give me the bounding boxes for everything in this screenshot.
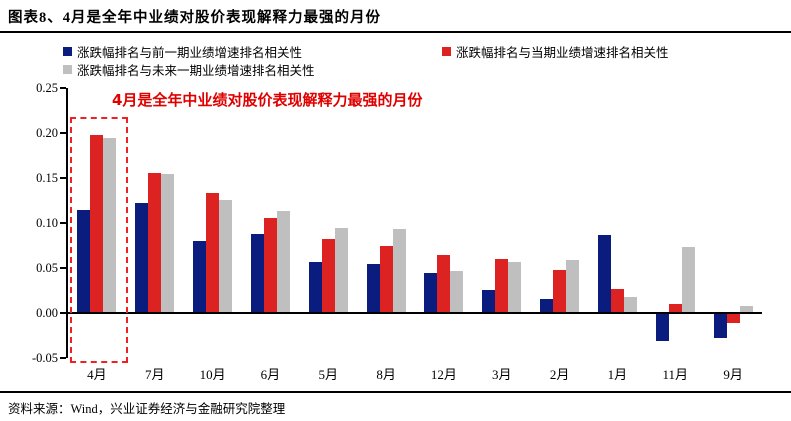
bar: [379, 246, 393, 313]
y-axis-tick-label: -0.05: [31, 351, 58, 365]
y-axis-tick: [60, 267, 66, 269]
y-axis-tick: [60, 357, 66, 359]
bar: [681, 247, 695, 313]
x-axis-label: 9月: [723, 367, 743, 382]
bar: [90, 134, 104, 313]
bar: [206, 193, 220, 313]
bar: [495, 259, 509, 313]
bar: [392, 229, 406, 313]
y-axis-tick-label: 0.25: [36, 81, 58, 95]
bar: [610, 288, 624, 313]
x-axis-label: 1月: [607, 367, 628, 382]
chart-annotation: 4月是全年中业绩对股价表现解释力最强的月份: [112, 91, 423, 109]
x-axis-label: 3月: [491, 367, 512, 382]
figure-title: 图表8、4月是全年中业绩对股价表现解释力最强的月份: [8, 10, 381, 26]
x-axis-label: 6月: [260, 367, 281, 382]
legend-item-future-period: 涨跌幅排名与未来一期业绩增速排名相关性: [63, 60, 315, 79]
x-axis-label: 8月: [376, 367, 396, 382]
y-axis-tick: [60, 222, 66, 224]
bar: [713, 313, 727, 339]
legend-swatch-blue: [63, 47, 72, 56]
x-axis-label: 4月: [87, 367, 107, 382]
zero-baseline: [68, 312, 762, 314]
title-divider: [0, 31, 791, 33]
bar: [193, 241, 207, 313]
bar: [623, 296, 637, 313]
legend-label: 涨跌幅排名与当期业绩增速排名相关性: [456, 46, 669, 60]
y-axis-line: [66, 88, 68, 358]
bar: [135, 203, 149, 313]
x-axis-label: 11月: [662, 367, 689, 382]
bar: [250, 233, 264, 313]
legend-label: 涨跌幅排名与前一期业绩增速排名相关性: [77, 46, 303, 60]
x-axis-label: 10月: [199, 367, 226, 382]
footer-divider: [0, 391, 791, 393]
bar: [308, 261, 322, 313]
legend-item-current-period: 涨跌幅排名与当期业绩增速排名相关性: [442, 42, 669, 61]
y-axis-tick: [60, 87, 66, 89]
bar: [655, 313, 669, 341]
x-axis-label: 12月: [430, 367, 457, 382]
y-axis-tick-label: 0.00: [36, 306, 58, 320]
legend-swatch-red: [442, 47, 451, 56]
bar: [263, 217, 277, 313]
bar: [321, 239, 335, 313]
bar: [161, 174, 175, 313]
y-axis-tick: [60, 312, 66, 314]
plot-area: [60, 87, 762, 359]
bar: [668, 304, 682, 313]
bar: [450, 270, 464, 313]
y-axis-tick: [60, 132, 66, 134]
bar: [103, 137, 117, 313]
legend-swatch-gray: [63, 65, 72, 74]
x-axis-label: 5月: [318, 367, 339, 382]
bar: [508, 261, 522, 313]
bar: [566, 259, 580, 313]
bar: [276, 211, 290, 313]
y-axis-tick-label: 0.05: [36, 261, 58, 275]
bar: [77, 209, 91, 313]
bar: [437, 254, 451, 313]
highlight-dashed-box: [70, 117, 128, 363]
y-axis-tick-label: 0.10: [36, 216, 58, 230]
bar: [726, 313, 740, 323]
bar: [219, 199, 233, 313]
y-axis-tick: [60, 177, 66, 179]
bar: [597, 234, 611, 313]
bar: [739, 305, 753, 313]
bar: [424, 273, 438, 313]
legend-label: 涨跌幅排名与未来一期业绩增速排名相关性: [77, 64, 315, 78]
bar: [366, 263, 380, 313]
bar: [553, 269, 567, 313]
y-axis-tick-label: 0.15: [36, 171, 58, 185]
bar: [482, 289, 496, 313]
bar: [148, 172, 162, 313]
bar: [540, 298, 554, 313]
x-axis-label: 7月: [144, 367, 165, 382]
legend-item-prev-period: 涨跌幅排名与前一期业绩增速排名相关性: [63, 42, 302, 61]
y-axis-tick-label: 0.20: [36, 126, 58, 140]
bar: [334, 228, 348, 313]
source-note: 资料来源：Wind，兴业证券经济与金融研究院整理: [8, 402, 286, 416]
x-axis-label: 2月: [549, 367, 570, 382]
